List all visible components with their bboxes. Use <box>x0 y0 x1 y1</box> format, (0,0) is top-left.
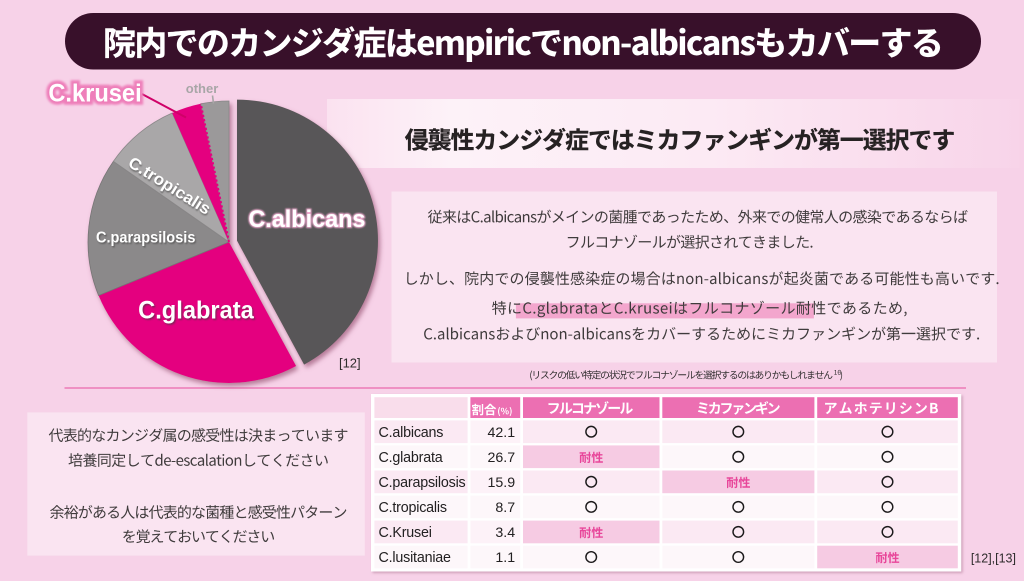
svg-text:C.albicans: C.albicans <box>248 206 365 233</box>
svg-text:[12],[13]: [12],[13] <box>971 552 1016 566</box>
svg-text:C.parapsilosis: C.parapsilosis <box>97 231 197 248</box>
svg-text:C.albicans: C.albicans <box>248 206 365 233</box>
svg-text:3.4: 3.4 <box>495 525 515 541</box>
svg-text:C.tropicalis: C.tropicalis <box>379 500 447 516</box>
svg-text:C.glabrata: C.glabrata <box>138 297 255 325</box>
svg-text:C.parapsilosis: C.parapsilosis <box>96 230 196 247</box>
svg-text:C.krusei: C.krusei <box>48 80 141 108</box>
svg-text:15.9: 15.9 <box>487 475 515 491</box>
svg-text:C.glabrata: C.glabrata <box>139 298 256 326</box>
svg-text:26.7: 26.7 <box>487 450 515 466</box>
svg-text:8.7: 8.7 <box>495 500 515 516</box>
svg-text:[12]: [12] <box>339 356 361 371</box>
svg-text:C.glabrata: C.glabrata <box>379 450 443 466</box>
svg-text:other: other <box>186 81 219 96</box>
svg-text:C.parapsilosis: C.parapsilosis <box>379 475 466 491</box>
svg-text:C.lusitaniae: C.lusitaniae <box>379 550 452 566</box>
svg-text:C.albicans: C.albicans <box>379 425 444 441</box>
svg-text:1.1: 1.1 <box>495 550 515 566</box>
svg-text:C.Krusei: C.Krusei <box>379 525 432 541</box>
svg-text:C.krusei: C.krusei <box>48 80 141 108</box>
svg-text:42.1: 42.1 <box>487 425 515 441</box>
